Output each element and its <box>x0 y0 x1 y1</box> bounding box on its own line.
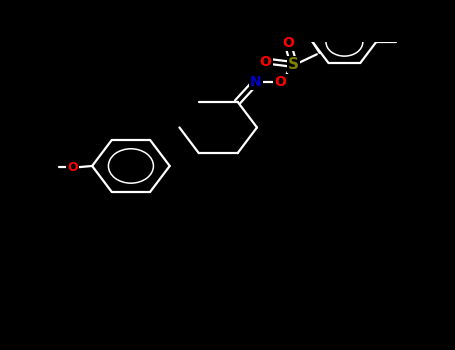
Text: O: O <box>274 75 286 89</box>
Text: S: S <box>288 57 299 72</box>
Text: O: O <box>259 55 272 69</box>
Text: O: O <box>67 161 78 174</box>
Text: O: O <box>283 36 294 50</box>
Text: N: N <box>250 75 262 89</box>
